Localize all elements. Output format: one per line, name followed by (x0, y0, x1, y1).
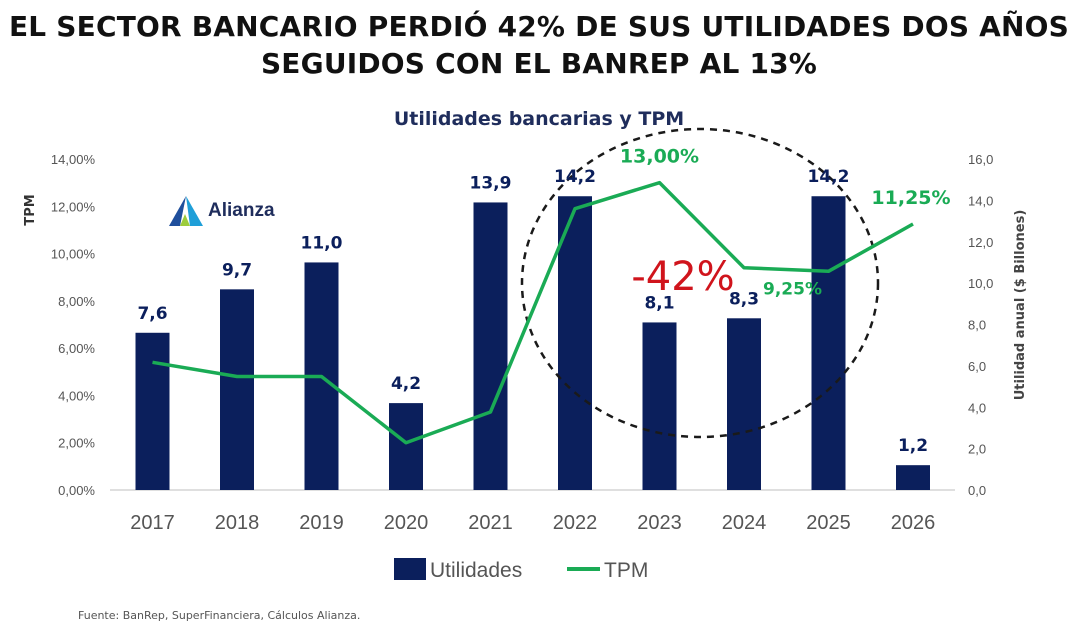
x-category-label: 2020 (384, 512, 429, 534)
y-left-tick-label: 14,00% (51, 152, 96, 167)
bar-utilidades (896, 465, 930, 490)
alianza-logo: Alianza (168, 195, 275, 227)
y-left-axis-title: TPM (23, 194, 38, 225)
x-category-label: 2023 (637, 512, 682, 534)
y-right-tick-label: 10,0 (968, 276, 993, 291)
y-right-axis-title: Utilidad anual ($ Billones) (1013, 210, 1028, 401)
x-category-label: 2018 (215, 512, 260, 534)
bar-value-label: 1,2 (898, 436, 928, 456)
bar-utilidades (473, 202, 508, 490)
y-right-tick-label: 16,0 (968, 152, 993, 167)
bar-value-label: 8,3 (729, 289, 759, 309)
alianza-logo-icon (169, 196, 203, 226)
y-right-tick-label: 6,0 (968, 359, 986, 374)
bar-utilidades (389, 403, 423, 490)
chart-title: Utilidades bancarias y TPM (394, 108, 684, 130)
y-right-tick-label: 0,0 (968, 483, 986, 498)
legend-label-tpm: TPM (604, 559, 648, 582)
legend-swatch-utilidades (394, 558, 426, 580)
y-left-tick-label: 4,00% (58, 388, 95, 403)
bar-utilidades (642, 322, 677, 490)
x-category-label: 2025 (806, 512, 851, 534)
y-right-tick-label: 8,0 (968, 318, 986, 333)
y-left-tick-label: 8,00% (58, 294, 95, 309)
x-category-label: 2021 (468, 512, 513, 534)
y-right-tick-label: 12,0 (968, 235, 993, 250)
x-category-label: 2026 (891, 512, 936, 534)
headline-line-2: SEGUIDOS CON EL BANREP AL 13% (260, 47, 818, 80)
legend-label-utilidades: Utilidades (430, 559, 522, 582)
tpm-value-label: 11,25% (871, 187, 950, 209)
highlight-circle (520, 127, 880, 439)
bar-value-label: 8,1 (644, 293, 674, 313)
y-left-tick-label: 6,00% (58, 341, 95, 356)
bar-utilidades (811, 196, 846, 491)
x-category-label: 2024 (722, 512, 767, 534)
bar-utilidades (135, 332, 170, 490)
tpm-line (152, 180, 914, 445)
bar-utilidades (727, 318, 761, 490)
bar-value-label: 9,7 (222, 260, 252, 280)
decline-annotation: -42% (631, 254, 734, 300)
y-right-tick-label: 14,0 (968, 193, 993, 208)
bar-value-label: 13,9 (470, 173, 512, 193)
y-left-tick-label: 10,00% (51, 247, 96, 262)
x-category-label: 2019 (299, 512, 344, 534)
bar-value-label: 14,2 (808, 167, 850, 187)
bar-utilidades (220, 289, 254, 490)
y-left-tick-label: 2,00% (58, 436, 95, 451)
x-category-label: 2022 (553, 512, 598, 534)
y-left-tick-label: 0,00% (58, 483, 95, 498)
headline: EL SECTOR BANCARIO PERDIÓ 42% DE SUS UTI… (0, 8, 1078, 82)
bar-utilidades (558, 196, 592, 491)
bar-value-label: 4,2 (391, 374, 421, 394)
bar-value-label: 14,2 (554, 167, 596, 187)
headline-line-1: EL SECTOR BANCARIO PERDIÓ 42% DE SUS UTI… (8, 10, 1070, 43)
y-right-tick-label: 2,0 (968, 442, 986, 457)
x-category-label: 2017 (130, 512, 175, 534)
y-right-tick-label: 4,0 (968, 400, 986, 415)
source-note: Fuente: BanRep, SuperFinanciera, Cálculo… (78, 609, 361, 622)
tpm-value-label: 13,00% (620, 146, 699, 168)
tpm-value-label: 9,25% (763, 279, 822, 299)
alianza-logo-text: Alianza (208, 200, 275, 221)
bar-value-label: 11,0 (301, 233, 343, 253)
y-left-tick-label: 12,00% (51, 199, 96, 214)
bar-value-label: 7,6 (137, 304, 167, 324)
